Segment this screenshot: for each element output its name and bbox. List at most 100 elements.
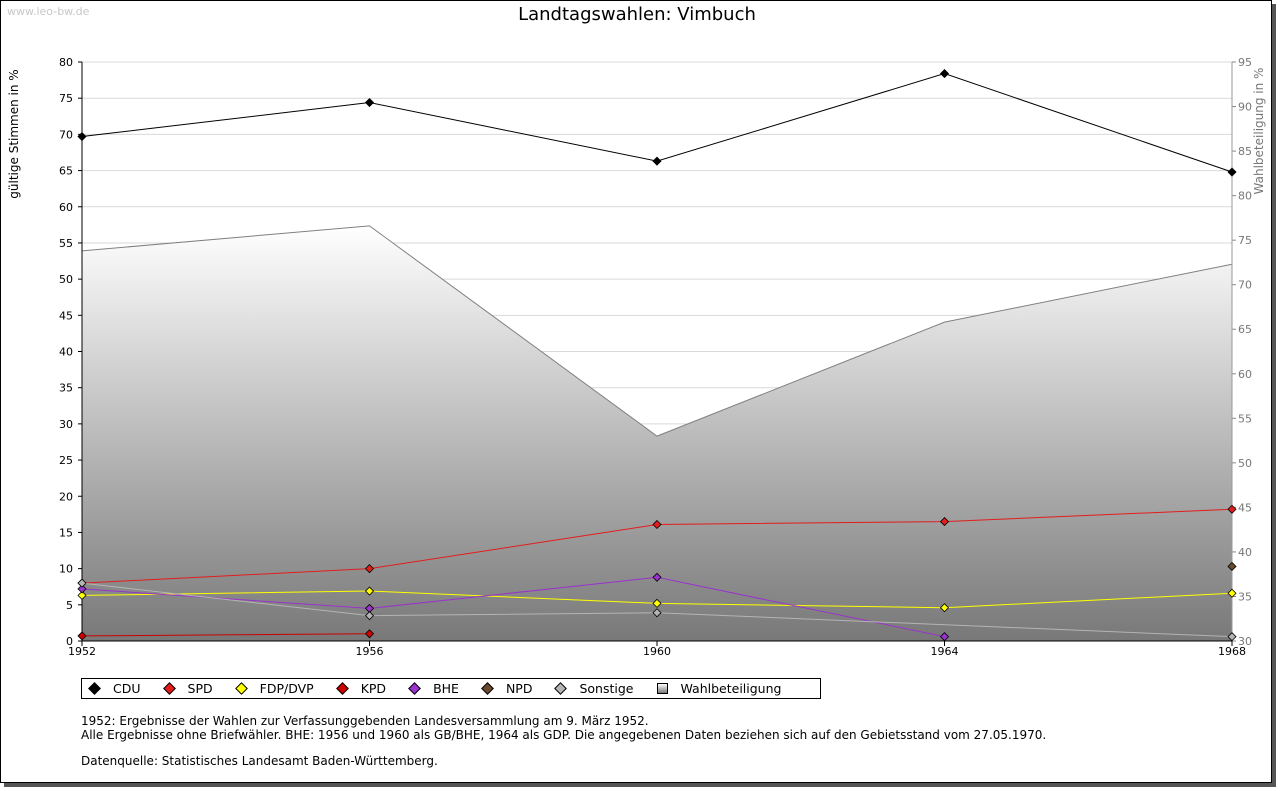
legend-marker [234, 682, 248, 695]
series-line-sonstige [81, 582, 1233, 638]
axes: 0 5 10 15 20 25 30 35 40 45 50 55 60 65 70 75 80 30 35 40 45… [59, 56, 1252, 658]
point-cdu [77, 131, 87, 142]
y-right-tick-label: 60 [1238, 368, 1252, 381]
legend-item-npd: NPD [481, 681, 533, 696]
point-spd [652, 519, 662, 530]
note-line-1: 1952: Ergebnisse der Wahlen zur Verfassu… [81, 714, 649, 728]
point-sonstige [1227, 632, 1237, 642]
legend: CDU SPD FDP/DVP KPD BHE NPD Sonstige Wahlbeteil… [81, 678, 821, 699]
legend-marker [88, 682, 101, 695]
y-right-tick-label: 30 [1238, 635, 1252, 648]
y-left-tick-label: 80 [59, 56, 73, 69]
y-right-tick-label: 50 [1238, 457, 1252, 470]
note-line-2: Alle Ergebnisse ohne Briefwähler. BHE: 1… [81, 728, 1047, 742]
y-left-tick-label: 20 [59, 490, 73, 503]
notes: 1952: Ergebnisse der Wahlen zur Verfassu… [81, 714, 1046, 768]
y-axis-left-label: gültige Stimmen in % [7, 69, 21, 198]
point-fdp-dvp [77, 590, 87, 600]
y-left-tick-label: 60 [59, 201, 73, 214]
x-tick-label: 1960 [643, 645, 671, 658]
legend-marker [554, 682, 568, 695]
y-left-tick-label: 5 [66, 599, 73, 612]
point-cdu [939, 69, 950, 79]
legend-marker [162, 682, 176, 695]
point-fdp-dvp [652, 598, 662, 608]
legend-label: BHE [433, 681, 459, 696]
legend-label: Wahlbeteiligung [680, 681, 782, 696]
y-left-tick-label: 40 [59, 346, 73, 359]
y-left-tick-label: 50 [59, 273, 73, 286]
y-right-tick-label: 85 [1238, 145, 1252, 158]
point-cdu [1227, 167, 1237, 177]
point-fdp-dvp [1227, 588, 1237, 598]
legend-label: Sonstige [579, 681, 634, 696]
legend-item-kpd: KPD [335, 681, 387, 696]
legend-marker [657, 683, 669, 694]
legend-label: CDU [113, 681, 141, 696]
y-left-tick-label: 35 [59, 382, 73, 395]
point-npd [1227, 561, 1237, 572]
y-right-tick-label: 70 [1238, 279, 1252, 292]
watermark: www.leo-bw.de [7, 5, 90, 18]
y-right-tick-label: 80 [1238, 190, 1252, 203]
y-left-tick-label: 0 [66, 635, 73, 648]
point-kpd [364, 629, 375, 639]
point-sonstige [364, 611, 375, 621]
y-right-tick-label: 65 [1238, 323, 1252, 336]
x-tick-label: 1952 [68, 645, 96, 658]
y-left-tick-label: 10 [59, 563, 73, 576]
x-tick-label: 1964 [931, 645, 959, 658]
point-kpd [77, 631, 87, 641]
area-line-wahlbeteiligung [81, 225, 1233, 437]
y-right-tick-label: 90 [1238, 101, 1252, 114]
y-left-tick-label: 30 [59, 418, 73, 431]
point-bhe [652, 572, 662, 582]
y-right-tick-label: 55 [1238, 412, 1252, 425]
y-left-tick-label: 55 [59, 237, 73, 250]
point-bhe [939, 632, 950, 642]
area-wahlbeteiligung [82, 225, 1232, 641]
legend-item-spd: SPD [162, 681, 213, 696]
point-fdp-dvp [364, 586, 375, 596]
series-line-kpd [81, 633, 370, 637]
y-left-tick-label: 70 [59, 128, 73, 141]
turnout-area [81, 225, 1233, 641]
y-right-tick-label: 40 [1238, 546, 1252, 559]
legend-item-sonstige: Sonstige [554, 681, 634, 696]
y-left-tick-label: 25 [59, 454, 73, 467]
legend-label: NPD [505, 681, 533, 696]
point-sonstige [77, 578, 87, 588]
legend-item-bhe: BHE [408, 681, 459, 696]
y-left-tick-label: 15 [59, 526, 73, 539]
legend-label: KPD [360, 681, 387, 696]
legend-marker [335, 682, 349, 695]
y-axis-right-label: Wahlbeteiligung in % [1252, 68, 1266, 195]
y-right-tick-label: 45 [1238, 501, 1252, 514]
y-left-tick-label: 65 [59, 165, 73, 178]
chart-canvas: 0 5 10 15 20 25 30 35 40 45 50 55 60 65 70 75 80 30 35 40 45… [7, 56, 1266, 658]
legend-item-wahlbeteiligung: Wahlbeteiligung [657, 681, 781, 696]
legend-item-fdp-dvp: FDP/DVP [234, 681, 314, 696]
legend-marker [481, 682, 494, 695]
point-cdu [652, 156, 662, 166]
series-lines [77, 69, 1237, 642]
legend-item-cdu: CDU [88, 681, 141, 696]
point-sonstige [652, 608, 662, 618]
series-line-bhe [81, 576, 945, 638]
y-left-tick-label: 75 [59, 92, 73, 105]
point-bhe [77, 584, 87, 594]
data-source: Datenquelle: Statistisches Landesamt Bad… [81, 754, 438, 768]
y-right-tick-label: 75 [1238, 234, 1252, 247]
point-spd [364, 564, 375, 574]
x-tick-label: 1956 [356, 645, 384, 658]
chart-title: Landtagswahlen: Vimbuch [518, 4, 756, 25]
point-spd [1227, 504, 1237, 514]
legend-marker [408, 682, 421, 695]
y-left-tick-label: 45 [59, 309, 73, 322]
point-cdu [364, 97, 375, 108]
x-tick-label: 1968 [1218, 645, 1246, 658]
y-right-tick-label: 35 [1238, 590, 1252, 603]
legend-label: FDP/DVP [259, 681, 314, 696]
y-right-tick-label: 95 [1238, 56, 1252, 69]
